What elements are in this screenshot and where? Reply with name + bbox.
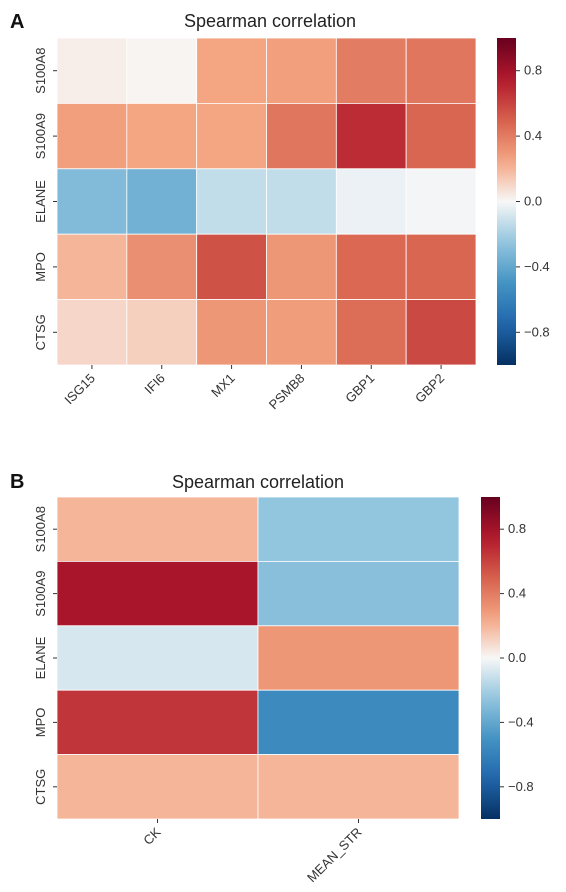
col-label: MEAN_STR bbox=[304, 825, 365, 886]
colorbar-tick-label: −0.4 bbox=[524, 259, 550, 274]
heatmap-cell bbox=[196, 103, 267, 170]
colorbar-tick-label: 0.0 bbox=[524, 194, 542, 209]
heatmap-cell bbox=[405, 37, 477, 104]
colorbar-tick-label: 0.4 bbox=[524, 128, 542, 143]
heatmap-cell bbox=[257, 561, 460, 627]
heatmap-cell bbox=[257, 625, 460, 691]
heatmap-cell bbox=[56, 496, 259, 562]
row-label: S100A9 bbox=[33, 113, 48, 159]
heatmap-cell bbox=[405, 103, 477, 170]
heatmap-cell bbox=[126, 299, 198, 366]
heatmap-cell bbox=[335, 37, 407, 104]
colorbar-tick-label: −0.8 bbox=[524, 324, 550, 339]
heatmap-cell bbox=[335, 103, 407, 170]
heatmap-cell bbox=[266, 103, 337, 170]
heatmap-cell bbox=[196, 299, 267, 366]
heatmap-cell bbox=[56, 37, 128, 104]
heatmap-cell bbox=[126, 233, 198, 300]
row-label: MPO bbox=[33, 252, 48, 282]
row-label: S100A9 bbox=[33, 570, 48, 616]
col-label: ISG15 bbox=[61, 371, 98, 408]
colorbar-tick-label: 0.8 bbox=[508, 521, 526, 536]
heatmap-cell bbox=[56, 168, 128, 235]
colorbar-tick-label: 0.0 bbox=[508, 650, 526, 665]
row-label: CTSG bbox=[33, 769, 48, 805]
heatmap-cell bbox=[266, 233, 337, 300]
heatmap-cell bbox=[335, 299, 407, 366]
col-label: PSMB8 bbox=[266, 371, 308, 413]
heatmap-cell bbox=[196, 37, 267, 104]
heatmap-cell bbox=[56, 625, 259, 691]
heatmap-cell bbox=[196, 233, 267, 300]
panel-b-title: Spearman correlation bbox=[172, 472, 344, 492]
heatmap-cell bbox=[56, 299, 128, 366]
panel-a-title: Spearman correlation bbox=[184, 11, 356, 31]
row-label: CTSG bbox=[33, 314, 48, 350]
heatmap-cell bbox=[56, 689, 259, 756]
heatmap-cell bbox=[257, 689, 460, 756]
heatmap-cell bbox=[126, 168, 198, 235]
heatmap-cell bbox=[335, 168, 407, 235]
heatmap-cell bbox=[266, 168, 337, 235]
col-label: IFI6 bbox=[141, 371, 167, 397]
panel-a-letter: A bbox=[10, 11, 24, 33]
heatmap-cell bbox=[335, 233, 407, 300]
heatmap-cell bbox=[266, 37, 337, 104]
col-label: MX1 bbox=[208, 371, 238, 401]
colorbar-tick-label: −0.8 bbox=[508, 779, 534, 794]
panel-a-colorbar: 0.8 0.4 0.0 −0.4 −0.8 bbox=[497, 38, 550, 365]
heatmap-cell bbox=[257, 754, 460, 820]
heatmap-cell bbox=[56, 561, 259, 627]
heatmap-cell bbox=[405, 299, 477, 366]
col-label: CK bbox=[140, 824, 164, 848]
heatmap-cell bbox=[266, 299, 337, 366]
colorbar-gradient bbox=[497, 38, 516, 365]
row-label: S100A8 bbox=[33, 48, 48, 94]
panel-b-letter: B bbox=[10, 471, 24, 493]
col-label: GBP1 bbox=[342, 371, 377, 406]
panel-b-heatmap: S100A8 S100A9 ELANE MPO CTSG CK MEAN_STR bbox=[33, 496, 460, 886]
heatmap-cell bbox=[405, 168, 477, 235]
heatmap-cell bbox=[257, 496, 460, 562]
heatmap-cell bbox=[126, 103, 198, 170]
colorbar-tick-label: 0.8 bbox=[524, 63, 542, 78]
colorbar-tick-label: 0.4 bbox=[508, 586, 526, 601]
row-label: S100A8 bbox=[33, 506, 48, 552]
col-label: GBP2 bbox=[412, 371, 447, 406]
colorbar-gradient bbox=[481, 497, 500, 819]
row-label: ELANE bbox=[33, 636, 48, 679]
heatmap-cell bbox=[56, 103, 128, 170]
heatmap-cell bbox=[196, 168, 267, 235]
colorbar-tick-label: −0.4 bbox=[508, 714, 534, 729]
heatmap-cell bbox=[56, 754, 259, 820]
panel-a-heatmap: S100A8 S100A9 ELANE MPO CTSG ISG15 IFI6 MX1 PSMB… bbox=[33, 37, 477, 413]
heatmap-cell bbox=[126, 37, 198, 104]
panel-b-colorbar: 0.8 0.4 0.0 −0.4 −0.8 bbox=[481, 497, 534, 819]
heatmap-cell bbox=[405, 233, 477, 300]
row-label: ELANE bbox=[33, 180, 48, 223]
row-label: MPO bbox=[33, 708, 48, 738]
heatmap-cell bbox=[56, 233, 128, 300]
